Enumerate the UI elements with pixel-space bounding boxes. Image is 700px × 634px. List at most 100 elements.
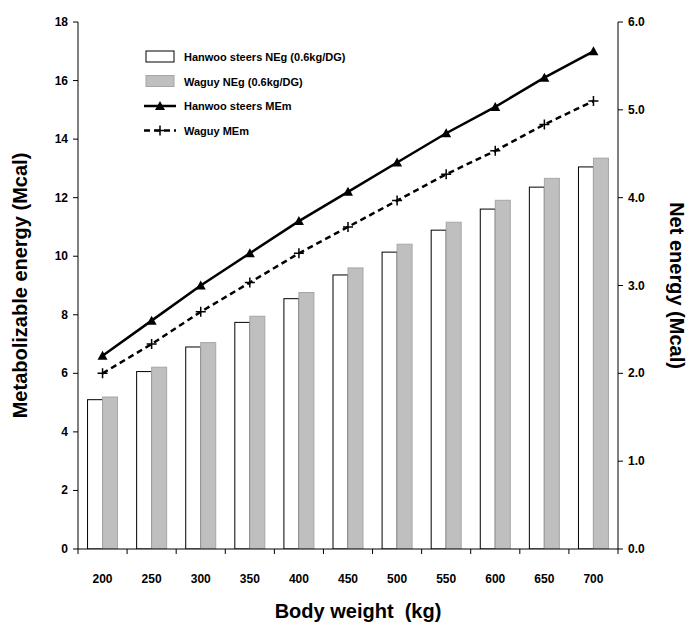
chart: 0246810121416180.01.02.03.04.05.06.02002… bbox=[0, 0, 700, 634]
y2-tick-label: 6.0 bbox=[628, 15, 645, 29]
marker bbox=[245, 278, 255, 288]
legend-label: Waguy NEg (0.6kg/DG) bbox=[184, 76, 303, 88]
x-tick-label: 600 bbox=[485, 572, 505, 586]
x-tick-label: 350 bbox=[240, 572, 260, 586]
y-tick bbox=[73, 22, 78, 23]
x-tick bbox=[274, 549, 275, 554]
bar bbox=[284, 299, 299, 549]
bar bbox=[186, 347, 201, 549]
x-axis-title: Body weight (kg) bbox=[275, 600, 442, 622]
x-tick-label: 500 bbox=[387, 572, 407, 586]
y2-tick bbox=[618, 109, 623, 110]
y-tick-label: 12 bbox=[55, 191, 69, 205]
x-tick-label: 200 bbox=[93, 572, 113, 586]
y2-tick bbox=[618, 22, 623, 23]
y2-tick bbox=[618, 373, 623, 374]
bar bbox=[348, 268, 363, 549]
y-axis-line bbox=[78, 22, 79, 549]
y-tick bbox=[73, 431, 78, 432]
bar bbox=[201, 343, 216, 549]
legend: Hanwoo steers NEg (0.6kg/DG) Waguy NEg (0… bbox=[144, 51, 346, 137]
y2-tick-label: 5.0 bbox=[628, 103, 645, 117]
x-tick bbox=[519, 549, 520, 554]
x-tick-label: 700 bbox=[583, 572, 603, 586]
bar bbox=[382, 252, 397, 549]
y2-tick-label: 1.0 bbox=[628, 454, 645, 468]
y2-tick-label: 4.0 bbox=[628, 191, 645, 205]
marker bbox=[294, 248, 304, 258]
line bbox=[103, 51, 594, 355]
line bbox=[103, 101, 594, 373]
bar bbox=[137, 372, 152, 549]
marker bbox=[98, 368, 108, 378]
y-tick bbox=[73, 314, 78, 315]
marker bbox=[392, 196, 402, 206]
x-tick-label: 550 bbox=[436, 572, 456, 586]
bar bbox=[333, 275, 348, 549]
marker bbox=[441, 128, 451, 137]
y-tick-label: 14 bbox=[55, 132, 69, 146]
marker bbox=[539, 119, 549, 129]
y2-tick-label: 0.0 bbox=[628, 542, 645, 556]
legend-label: Hanwoo steers NEg (0.6kg/DG) bbox=[184, 51, 346, 63]
marker bbox=[343, 187, 353, 196]
y-tick bbox=[73, 139, 78, 140]
marker bbox=[343, 222, 353, 232]
y-tick bbox=[73, 490, 78, 491]
x-tick bbox=[127, 549, 128, 554]
bar bbox=[299, 293, 314, 549]
y-tick-label: 16 bbox=[55, 74, 69, 88]
bar bbox=[446, 222, 461, 549]
x-tick-label: 250 bbox=[142, 572, 162, 586]
bar bbox=[593, 158, 608, 549]
y2-axis-title: Net energy (Mcal) bbox=[666, 202, 688, 369]
x-tick bbox=[176, 549, 177, 554]
y-tick-label: 8 bbox=[61, 308, 68, 322]
bar bbox=[235, 322, 250, 549]
marker bbox=[147, 339, 157, 349]
y-axis-title: Metabolizable energy (Mcal) bbox=[9, 153, 31, 419]
bar bbox=[578, 167, 593, 549]
bar bbox=[397, 244, 412, 549]
legend-marker bbox=[155, 101, 165, 110]
marker bbox=[196, 307, 206, 317]
y-tick-label: 4 bbox=[61, 425, 68, 439]
y-tick-label: 6 bbox=[61, 366, 68, 380]
legend-swatch bbox=[146, 51, 174, 62]
x-tick bbox=[372, 549, 373, 554]
y-tick-label: 18 bbox=[55, 15, 69, 29]
y-tick bbox=[73, 373, 78, 374]
x-tick bbox=[78, 549, 79, 554]
x-tick-label: 450 bbox=[338, 572, 358, 586]
x-tick bbox=[568, 549, 569, 554]
y-tick bbox=[73, 549, 78, 550]
y2-tick-label: 2.0 bbox=[628, 366, 645, 380]
y2-tick bbox=[618, 549, 623, 550]
marker bbox=[441, 169, 451, 179]
y2-tick-label: 3.0 bbox=[628, 279, 645, 293]
bar bbox=[103, 397, 118, 549]
marker bbox=[588, 96, 598, 106]
y-tick-label: 2 bbox=[61, 483, 68, 497]
bar bbox=[152, 367, 167, 549]
axes: 0246810121416180.01.02.03.04.05.06.02002… bbox=[55, 15, 645, 586]
x-tick-label: 650 bbox=[534, 572, 554, 586]
marker bbox=[490, 146, 500, 156]
marker bbox=[196, 281, 206, 290]
x-tick-label: 300 bbox=[191, 572, 211, 586]
plot-marks bbox=[88, 46, 609, 549]
marker bbox=[539, 73, 549, 82]
marker bbox=[147, 316, 157, 325]
y2-tick bbox=[618, 461, 623, 462]
y-tick-label: 10 bbox=[55, 249, 69, 263]
legend-label: Hanwoo steers MEm bbox=[184, 100, 292, 112]
marker bbox=[245, 248, 255, 257]
x-tick bbox=[421, 549, 422, 554]
legend-label: Waguy MEm bbox=[184, 125, 249, 137]
bar bbox=[250, 316, 265, 549]
bar bbox=[529, 187, 544, 549]
x-tick bbox=[470, 549, 471, 554]
marker bbox=[294, 216, 304, 225]
bar bbox=[431, 230, 446, 549]
x-tick bbox=[323, 549, 324, 554]
